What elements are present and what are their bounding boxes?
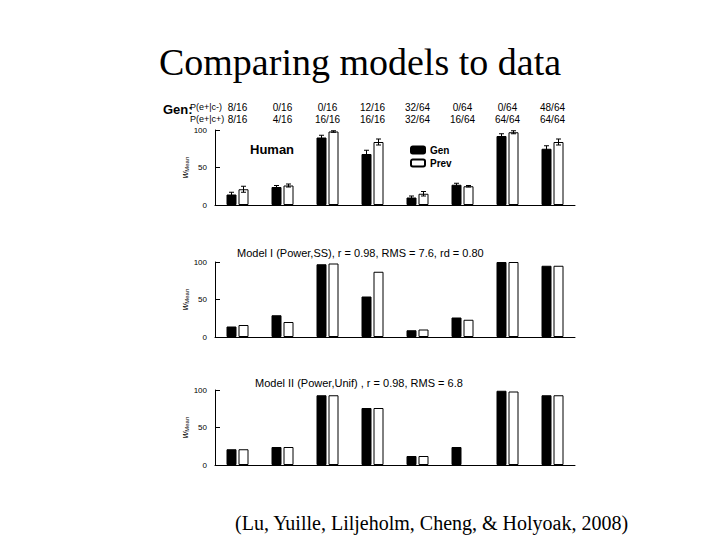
svg-text:Gen:: Gen: — [163, 102, 193, 117]
svg-text:0/64: 0/64 — [453, 102, 473, 113]
svg-text:Model I (Power,SS), r = 0.98,: Model I (Power,SS), r = 0.98, RMS = 7.6,… — [237, 247, 484, 259]
svg-text:P(e+|c-): P(e+|c-) — [190, 102, 222, 112]
svg-text:0/64: 0/64 — [498, 102, 518, 113]
svg-text:Comparing models to data: Comparing models to data — [159, 41, 561, 83]
svg-text:w: w — [179, 431, 190, 439]
svg-text:100: 100 — [194, 386, 208, 395]
svg-text:0: 0 — [203, 333, 208, 342]
svg-text:P(e+|c+): P(e+|c+) — [190, 114, 224, 124]
svg-text:Prev: Prev — [430, 158, 452, 169]
svg-text:32/64: 32/64 — [405, 102, 430, 113]
svg-text:0: 0 — [203, 201, 208, 210]
svg-text:w: w — [179, 303, 190, 311]
svg-text:Human: Human — [250, 142, 294, 157]
svg-text:16/16: 16/16 — [315, 114, 340, 125]
svg-text:100: 100 — [194, 126, 208, 135]
svg-text:(Lu, Yuille, Liljeholm, Cheng,: (Lu, Yuille, Liljeholm, Cheng, & Holyoak… — [235, 512, 628, 535]
svg-text:100: 100 — [194, 258, 208, 267]
svg-text:50: 50 — [198, 295, 207, 304]
svg-text:64/64: 64/64 — [540, 114, 565, 125]
svg-text:0: 0 — [203, 461, 208, 470]
svg-text:50: 50 — [198, 423, 207, 432]
svg-text:Mean: Mean — [184, 417, 190, 432]
svg-text:12/16: 12/16 — [360, 102, 385, 113]
svg-text:Gen: Gen — [430, 145, 449, 156]
svg-text:w: w — [179, 171, 190, 179]
svg-text:Mean: Mean — [184, 157, 190, 172]
svg-text:0/16: 0/16 — [273, 102, 293, 113]
svg-text:8/16: 8/16 — [228, 114, 248, 125]
svg-text:48/64: 48/64 — [540, 102, 565, 113]
svg-text:Model II (Power,Unif) , r = 0.: Model II (Power,Unif) , r = 0.98, RMS = … — [255, 377, 463, 389]
svg-text:32/64: 32/64 — [405, 114, 430, 125]
svg-text:16/16: 16/16 — [360, 114, 385, 125]
svg-text:8/16: 8/16 — [228, 102, 248, 113]
svg-text:64/64: 64/64 — [495, 114, 520, 125]
svg-text:16/64: 16/64 — [450, 114, 475, 125]
svg-text:4/16: 4/16 — [273, 114, 293, 125]
svg-text:0/16: 0/16 — [318, 102, 338, 113]
svg-text:50: 50 — [198, 163, 207, 172]
svg-text:Mean: Mean — [184, 289, 190, 304]
